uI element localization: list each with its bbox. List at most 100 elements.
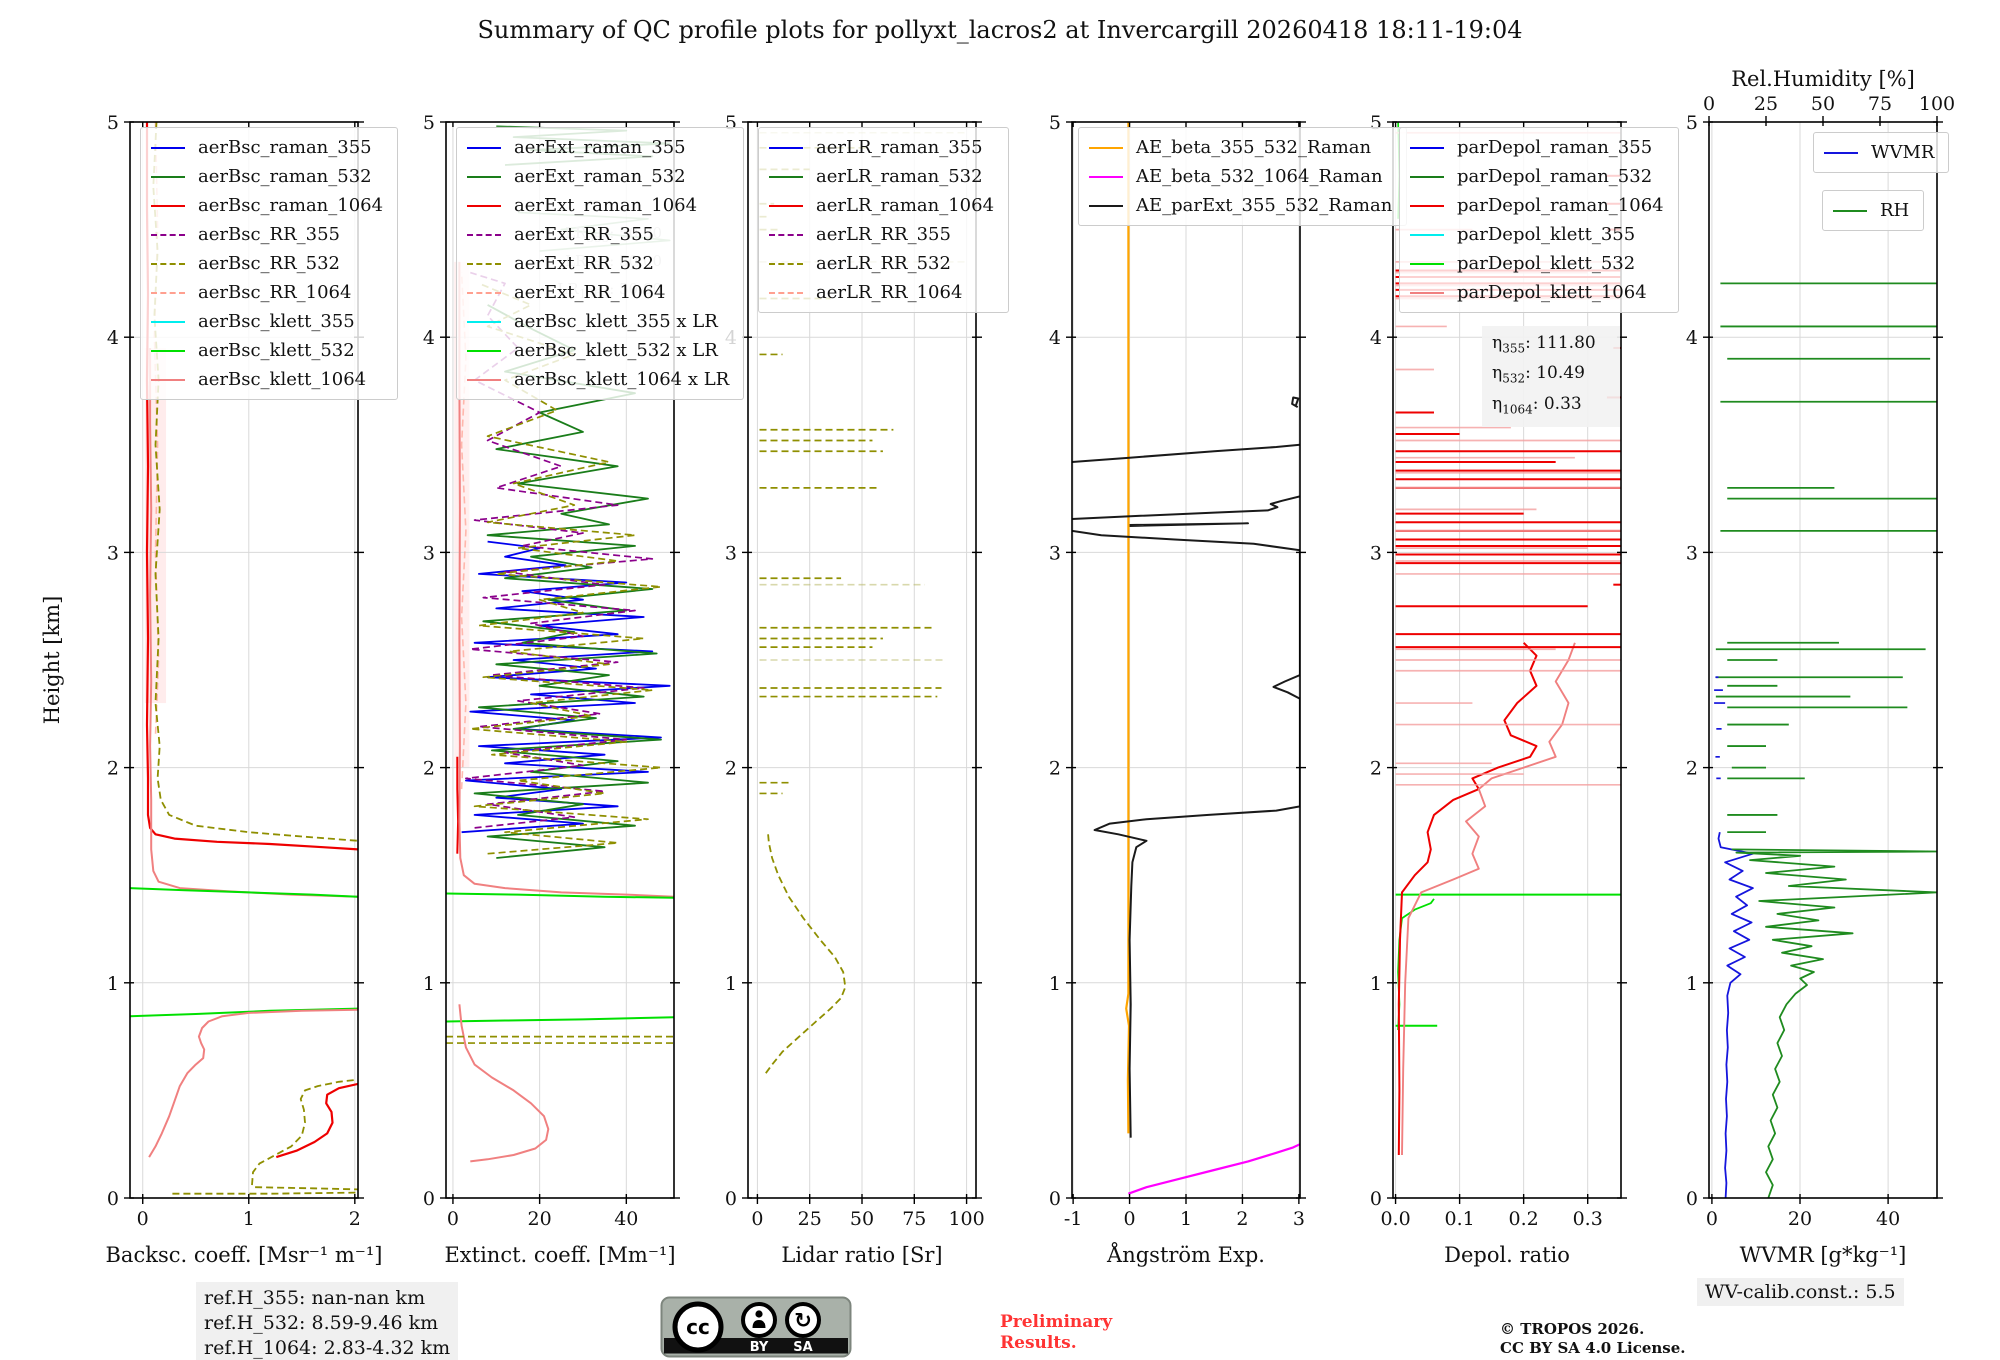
legend-item: aerExt_RR_355 (467, 220, 729, 249)
legend-wvmr: WVMR (1813, 132, 1950, 173)
series-AE_parExt_355_532_Raman (1072, 443, 1300, 463)
legend-item: aerExt_RR_532 (467, 249, 729, 278)
series-aerBsc_RR_532 (251, 1078, 358, 1186)
legend-item: aerBsc_raman_532 (151, 162, 383, 191)
legend-label: parDepol_klett_532 (1457, 253, 1636, 274)
legend-item: AE_beta_532_1064_Raman (1089, 162, 1392, 191)
axis-text: 3 (107, 542, 119, 564)
series-AE_parExt_355_532_Raman (1072, 529, 1300, 1138)
axis-text: 0 (751, 1208, 763, 1230)
reference-height-note: ref.H_355: nan-nan km ref.H_532: 8.59-9.… (196, 1282, 459, 1360)
legend-label: parDepol_klett_355 (1457, 224, 1636, 245)
legend-line-sample (1410, 175, 1444, 178)
axis-text: 2 (1370, 758, 1382, 780)
legend-line-sample (467, 204, 501, 207)
legend-label: aerBsc_klett_1064 (198, 369, 367, 390)
legend-line-sample (1410, 291, 1444, 294)
legend-item: aerBsc_klett_355 x LR (467, 307, 729, 336)
axis-text: Rel.Humidity [%] (1731, 67, 1915, 91)
axis-text: Ångström Exp. (1106, 1242, 1265, 1267)
series-aerExt_raman_532 (473, 304, 662, 859)
series-aerBsc_klett_532 (130, 887, 358, 898)
legend-label: AE_beta_532_1064_Raman (1136, 166, 1383, 187)
figure-title: Summary of QC profile plots for pollyxt_… (477, 16, 1523, 44)
legend-label: AE_beta_355_532_Raman (1136, 137, 1372, 158)
series-parDepol_klett_1064 (1401, 642, 1576, 1156)
series-aerExt_RR_532 (469, 282, 662, 855)
legend-line-sample (1089, 175, 1123, 178)
axis-text: 40 (614, 1208, 638, 1230)
axis-text: Extinct. coeff. [Mm⁻¹] (444, 1243, 675, 1267)
legend-line-sample (467, 349, 501, 352)
axis-text: 25 (798, 1208, 822, 1230)
axis-text: 0.3 (1573, 1208, 1603, 1230)
legend-line-sample (769, 262, 803, 265)
legend-label: aerBsc_raman_1064 (198, 195, 384, 216)
legend-line-sample (467, 262, 501, 265)
legend-label: parDepol_raman_532 (1457, 166, 1653, 187)
legend-item: aerBsc_RR_532 (151, 249, 383, 278)
legend-line-sample (151, 233, 185, 236)
badge-sa-label: SA (793, 1340, 812, 1355)
axis-text: -1 (1064, 1208, 1083, 1230)
series-AE_beta_355_532_Raman (1125, 122, 1131, 1134)
axis-text: 3 (725, 542, 737, 564)
axis-text: 75 (902, 1208, 926, 1230)
annotation-line: η532: 10.49 (1492, 363, 1585, 386)
legend-line-sample (467, 146, 501, 149)
legend-line-sample (1410, 204, 1444, 207)
legend-item: aerExt_raman_532 (467, 162, 729, 191)
legend-item: aerBsc_klett_532 x LR (467, 336, 729, 365)
axis-text: 2 (1236, 1208, 1248, 1230)
legend-item: aerLR_RR_532 (769, 249, 994, 278)
legend-line-sample (151, 175, 185, 178)
cc-icon (672, 1301, 724, 1353)
legend-item: aerLR_raman_532 (769, 162, 994, 191)
axis-text: 100 (1919, 93, 1955, 115)
series-AE_parExt_355_532_Raman (1291, 396, 1300, 408)
legend-label: aerLR_RR_355 (816, 224, 951, 245)
axis-text: 0 (423, 1188, 435, 1210)
legend-line-sample (151, 378, 185, 381)
svg-text:cc: cc (686, 1315, 710, 1339)
legend-item: aerLR_raman_1064 (769, 191, 994, 220)
series-aerBsc_klett_1064_x_LR (458, 261, 674, 898)
axis-text: 4 (107, 327, 119, 349)
legend-label: aerBsc_klett_355 (198, 311, 355, 332)
legend-label: AE_parExt_355_532_Raman (1136, 195, 1393, 216)
panel-frame (129, 121, 359, 1199)
legend-label: aerExt_RR_355 (514, 224, 654, 245)
panel-frame (1392, 121, 1622, 1199)
series-aerBsc_klett_532_x_LR (446, 892, 674, 899)
legend-lidar-ratio: aerLR_raman_355 aerLR_raman_532 aerLR_rama… (758, 127, 1010, 313)
legend-item: aerBsc_raman_355 (151, 133, 383, 162)
series-WVMR (1717, 832, 1754, 1198)
ref-h-1064: ref.H_1064: 2.83-4.32 km (204, 1337, 451, 1359)
series-aerBsc_klett_532_x_LR (446, 1016, 674, 1023)
axis-text: 0 (137, 1208, 149, 1230)
series-aerExt_RR_355 (465, 271, 654, 829)
legend-label: aerExt_RR_532 (514, 253, 654, 274)
legend-label: aerExt_raman_1064 (514, 195, 698, 216)
legend-line-sample (769, 233, 803, 236)
legend-line-sample (1089, 146, 1123, 149)
legend-line-sample (151, 291, 185, 294)
series-AE_parExt_355_532_Raman (1129, 522, 1249, 527)
legend-label: aerBsc_raman_532 (198, 166, 372, 187)
badge-by-label: BY (750, 1340, 769, 1355)
legend-line-sample (1833, 209, 1867, 212)
axis-text: 0 (107, 1188, 119, 1210)
legend-label: aerLR_RR_532 (816, 253, 951, 274)
series-aerBsc_raman_1064 (275, 1082, 358, 1159)
legend-item: parDepol_raman_1064 (1410, 191, 1664, 220)
legend-label: aerBsc_RR_355 (198, 224, 340, 245)
axis-text: 5 (423, 112, 435, 134)
axis-text: Backsc. coeff. [Msr⁻¹ m⁻¹] (106, 1243, 383, 1267)
legend-label: RH (1880, 200, 1910, 221)
legend-line-sample (1410, 262, 1444, 265)
axis-text: 0 (725, 1188, 737, 1210)
legend-item: parDepol_raman_355 (1410, 133, 1664, 162)
legend-label: aerBsc_RR_1064 (198, 282, 352, 303)
